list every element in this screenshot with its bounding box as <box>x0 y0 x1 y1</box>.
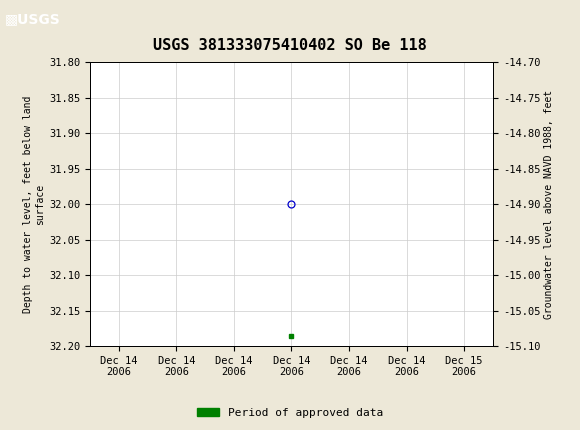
Legend: Period of approved data: Period of approved data <box>193 403 387 422</box>
Y-axis label: Depth to water level, feet below land
surface: Depth to water level, feet below land su… <box>23 95 45 313</box>
Y-axis label: Groundwater level above NAVD 1988, feet: Groundwater level above NAVD 1988, feet <box>545 90 554 319</box>
Text: ▩USGS: ▩USGS <box>5 12 60 26</box>
Text: USGS 381333075410402 SO Be 118: USGS 381333075410402 SO Be 118 <box>153 38 427 52</box>
